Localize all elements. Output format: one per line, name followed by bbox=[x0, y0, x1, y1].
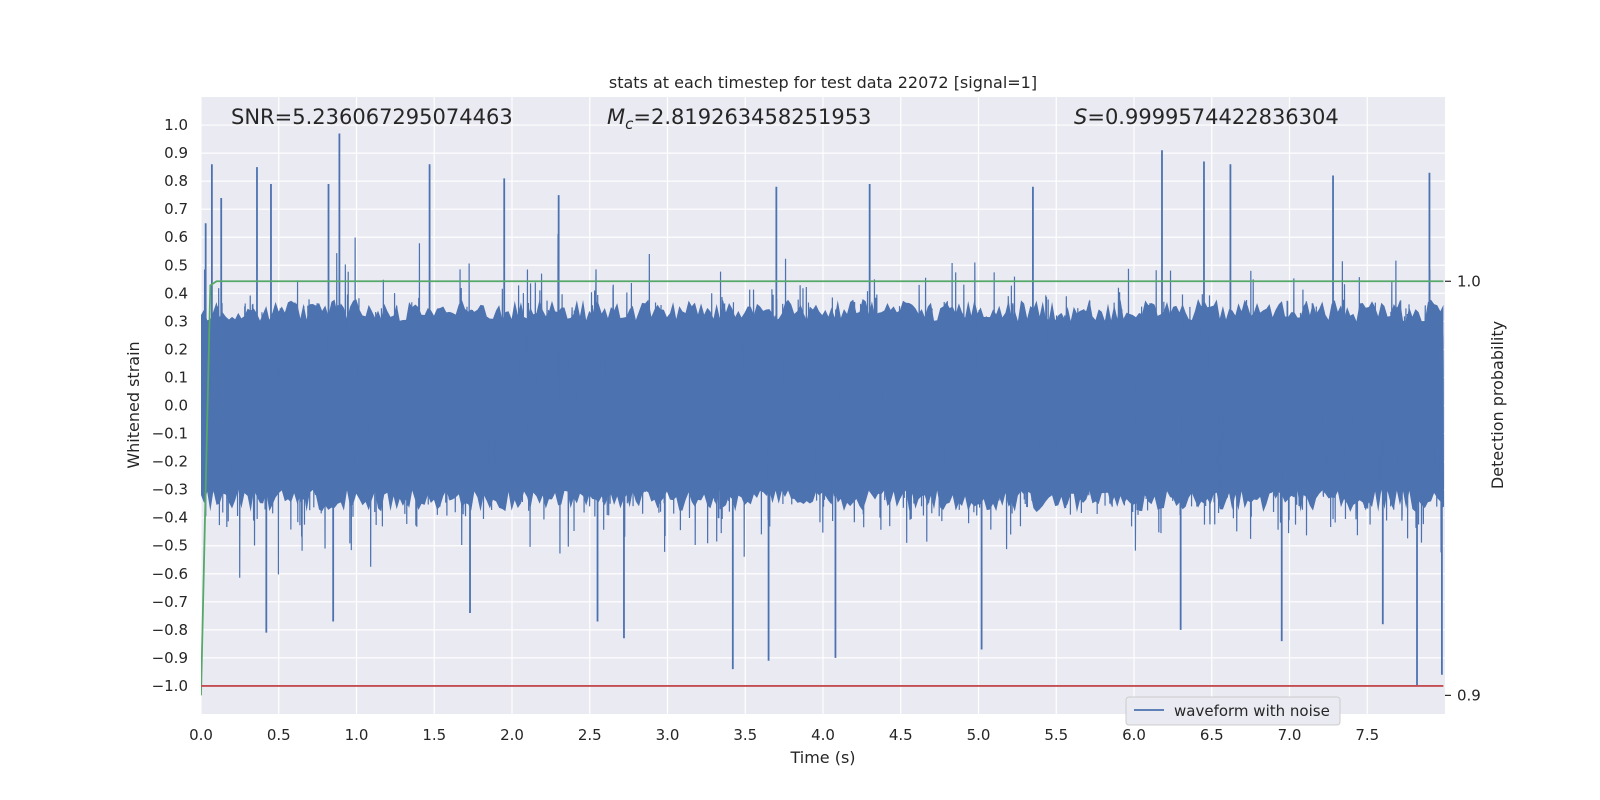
chirp-mass-subscript: c bbox=[625, 115, 634, 133]
y-tick-label: 0.4 bbox=[164, 284, 188, 302]
x-tick-label: 4.5 bbox=[889, 726, 913, 744]
y-tick-label: 0.0 bbox=[164, 397, 188, 415]
y-tick-label: −1.0 bbox=[152, 677, 188, 695]
y-right-tick-label: 0.9 bbox=[1457, 686, 1481, 704]
snr-annotation: SNR=5.236067295074463 bbox=[231, 105, 513, 129]
score-symbol: S bbox=[1074, 105, 1087, 129]
y-tick-label: −0.6 bbox=[152, 565, 188, 583]
y-tick-label: −0.5 bbox=[152, 537, 188, 555]
legend-box bbox=[1125, 696, 1341, 726]
y-tick-label: 0.9 bbox=[164, 144, 188, 162]
x-axis-label: Time (s) bbox=[789, 748, 855, 767]
x-tick-label: 3.0 bbox=[656, 726, 680, 744]
x-tick-label: 6.5 bbox=[1200, 726, 1224, 744]
legend-label: waveform with noise bbox=[1174, 702, 1330, 720]
x-tick-label: 1.5 bbox=[422, 726, 446, 744]
y-tick-label: −0.3 bbox=[152, 481, 188, 499]
y-tick-label: 1.0 bbox=[164, 116, 188, 134]
x-tick-label: 7.0 bbox=[1278, 726, 1302, 744]
x-tick-label: 2.0 bbox=[500, 726, 524, 744]
y-tick-label: −0.1 bbox=[152, 425, 188, 443]
x-tick-label: 2.5 bbox=[578, 726, 602, 744]
y-right-tick-labels: 1.0 0.9 bbox=[1445, 272, 1481, 704]
y-tick-label: 0.5 bbox=[164, 256, 188, 274]
y-tick-label: −0.9 bbox=[152, 649, 188, 667]
y-axis-label: Whitened strain bbox=[124, 341, 143, 468]
y-tick-label: −0.2 bbox=[152, 453, 188, 471]
detection-probability-line bbox=[201, 280, 1444, 696]
y-tick-label: 0.1 bbox=[164, 368, 188, 386]
x-tick-label: 5.0 bbox=[967, 726, 991, 744]
y-right-tick-label: 1.0 bbox=[1457, 272, 1481, 290]
x-tick-label: 5.5 bbox=[1044, 726, 1068, 744]
y-tick-label: 0.2 bbox=[164, 340, 188, 358]
y-tick-label: −0.7 bbox=[152, 593, 188, 611]
x-tick-label: 0.5 bbox=[267, 726, 291, 744]
waveform-spikes bbox=[204, 133, 1443, 686]
y-tick-labels: 1.0 0.9 0.8 0.7 0.6 0.5 0.4 0.3 0.2 0.1 0.0 −0.1 −0.… bbox=[152, 116, 188, 695]
y-tick-label: −0.4 bbox=[152, 509, 188, 527]
chirp-mass-symbol: M bbox=[607, 105, 625, 129]
x-tick-label: 1.0 bbox=[345, 726, 369, 744]
x-tick-labels: 0.0 0.5 1.0 1.5 2.0 2.5 3.0 3.5 4.0 4.5 5.0 5.5 6.0 6… bbox=[189, 726, 1379, 744]
y-right-axis-label: Detection probability bbox=[1488, 321, 1507, 489]
y-tick-label: 0.8 bbox=[164, 172, 188, 190]
x-tick-label: 0.0 bbox=[189, 726, 213, 744]
chirp-mass-value: =2.819263458251953 bbox=[633, 105, 871, 129]
x-tick-label: 7.5 bbox=[1355, 726, 1379, 744]
x-tick-label: 3.5 bbox=[733, 726, 757, 744]
legend: waveform with noise bbox=[1125, 696, 1341, 726]
chart-title: stats at each timestep for test data 220… bbox=[609, 73, 1037, 92]
score-value: =0.9999574422836304 bbox=[1087, 105, 1338, 129]
x-tick-label: 6.0 bbox=[1122, 726, 1146, 744]
chirp-mass-annotation: Mc=2.819263458251953 bbox=[607, 105, 871, 133]
y-tick-label: 0.6 bbox=[164, 228, 188, 246]
score-annotation: S=0.9999574422836304 bbox=[1074, 105, 1339, 129]
waveform-with-noise-line bbox=[201, 234, 1445, 578]
x-tick-label: 4.0 bbox=[811, 726, 835, 744]
y-tick-label: 0.3 bbox=[164, 312, 188, 330]
y-tick-label: −0.8 bbox=[152, 621, 188, 639]
y-tick-label: 0.7 bbox=[164, 200, 188, 218]
